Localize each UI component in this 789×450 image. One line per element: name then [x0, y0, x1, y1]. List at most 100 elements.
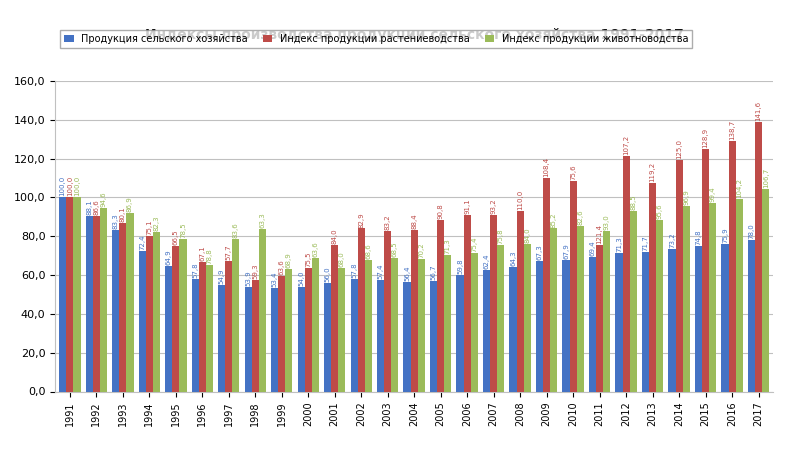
Text: 83,2: 83,2 — [385, 214, 391, 230]
Bar — [577, 226, 584, 392]
Text: 75,9: 75,9 — [722, 375, 728, 391]
Text: 91,1: 91,1 — [464, 198, 470, 214]
Text: 88,4: 88,4 — [411, 213, 417, 229]
Text: 75,4: 75,4 — [471, 375, 477, 391]
Text: 67,9: 67,9 — [563, 375, 569, 391]
Text: 69,4: 69,4 — [589, 375, 596, 391]
Text: 56,7: 56,7 — [431, 265, 436, 280]
Text: 57,8: 57,8 — [192, 375, 198, 391]
Text: 56,4: 56,4 — [404, 266, 410, 281]
Bar — [728, 141, 735, 392]
Text: 106,7: 106,7 — [763, 370, 768, 391]
Text: 54,0: 54,0 — [298, 375, 304, 391]
Text: 85,2: 85,2 — [551, 375, 557, 391]
Text: 75,5: 75,5 — [305, 375, 311, 391]
Bar — [232, 238, 240, 392]
Text: 106,7: 106,7 — [763, 168, 768, 188]
Text: 71,3: 71,3 — [445, 238, 451, 254]
Text: 121,4: 121,4 — [596, 224, 603, 244]
Text: 53,4: 53,4 — [271, 375, 278, 391]
Bar — [563, 260, 570, 392]
Text: 64,9: 64,9 — [166, 375, 172, 391]
Text: 64,3: 64,3 — [510, 375, 516, 391]
Text: 80,1: 80,1 — [120, 375, 125, 391]
Bar — [146, 236, 153, 392]
Text: 108,4: 108,4 — [544, 370, 550, 391]
Bar — [464, 215, 471, 392]
Bar — [126, 213, 133, 392]
Text: 104,2: 104,2 — [736, 178, 742, 198]
Bar — [153, 232, 160, 392]
Text: 88,1: 88,1 — [86, 199, 92, 215]
Text: 66,5: 66,5 — [173, 229, 179, 245]
Bar — [437, 220, 444, 392]
Text: 94,6: 94,6 — [100, 375, 107, 391]
Text: 75,9: 75,9 — [722, 228, 728, 243]
Bar — [615, 253, 623, 392]
Bar — [357, 229, 365, 392]
Bar — [259, 229, 266, 392]
Bar — [695, 246, 702, 392]
Text: 66,5: 66,5 — [173, 375, 179, 391]
Bar — [483, 270, 490, 392]
Legend: Продукция сельского хозяйства, Индекс продукции растениеводства, Индекс продукци: Продукция сельского хозяйства, Индекс пр… — [60, 30, 693, 48]
Text: 121,4: 121,4 — [596, 370, 603, 391]
Bar — [418, 259, 425, 392]
Text: 59,3: 59,3 — [252, 375, 258, 391]
Bar — [93, 216, 100, 392]
Text: 82,3: 82,3 — [153, 375, 159, 391]
Text: 56,0: 56,0 — [324, 266, 331, 282]
Text: 67,3: 67,3 — [537, 244, 543, 260]
Text: 57,7: 57,7 — [226, 245, 232, 260]
Text: 95,6: 95,6 — [656, 375, 663, 391]
Bar — [391, 258, 398, 392]
Bar — [517, 211, 524, 392]
Text: 72,4: 72,4 — [139, 375, 145, 391]
Bar — [206, 265, 213, 392]
Bar — [510, 267, 517, 392]
Bar — [668, 249, 675, 392]
Text: 57,8: 57,8 — [351, 375, 357, 391]
Text: 90,8: 90,8 — [438, 203, 443, 219]
Text: 138,7: 138,7 — [729, 120, 735, 140]
Text: 83,6: 83,6 — [233, 375, 239, 391]
Text: 57,4: 57,4 — [378, 375, 383, 391]
Bar — [297, 287, 305, 392]
Text: 93,0: 93,0 — [604, 215, 610, 230]
Bar — [112, 230, 119, 392]
Text: 141,6: 141,6 — [756, 101, 761, 122]
Bar — [748, 240, 755, 392]
Text: 75,8: 75,8 — [498, 229, 504, 244]
Text: 63,6: 63,6 — [279, 260, 285, 275]
Text: 71,7: 71,7 — [642, 375, 649, 391]
Bar — [444, 255, 451, 392]
Bar — [570, 181, 577, 392]
Text: 75,5: 75,5 — [305, 252, 311, 267]
Bar — [682, 206, 690, 392]
Text: 75,1: 75,1 — [146, 375, 152, 391]
Text: 68,5: 68,5 — [392, 242, 398, 257]
Bar — [721, 244, 728, 392]
Text: 138,7: 138,7 — [729, 370, 735, 391]
Bar — [305, 268, 312, 392]
Bar — [384, 230, 391, 392]
Text: 63,6: 63,6 — [312, 375, 319, 391]
Bar — [630, 211, 637, 392]
Text: 78,8: 78,8 — [207, 375, 212, 391]
Text: 110,0: 110,0 — [518, 370, 523, 391]
Text: 68,6: 68,6 — [365, 243, 372, 259]
Text: 88,5: 88,5 — [630, 194, 637, 210]
Bar — [623, 156, 630, 392]
Text: 86,9: 86,9 — [127, 197, 133, 212]
Text: 119,2: 119,2 — [649, 162, 656, 183]
Bar — [709, 203, 716, 392]
Text: 83,6: 83,6 — [233, 222, 239, 238]
Text: 69,4: 69,4 — [589, 240, 596, 256]
Text: 71,3: 71,3 — [616, 236, 622, 252]
Text: 75,6: 75,6 — [570, 165, 576, 180]
Text: 84,0: 84,0 — [331, 229, 338, 244]
Bar — [271, 288, 279, 392]
Text: 104,2: 104,2 — [736, 370, 742, 391]
Text: 68,9: 68,9 — [286, 252, 292, 268]
Text: 82,3: 82,3 — [153, 215, 159, 231]
